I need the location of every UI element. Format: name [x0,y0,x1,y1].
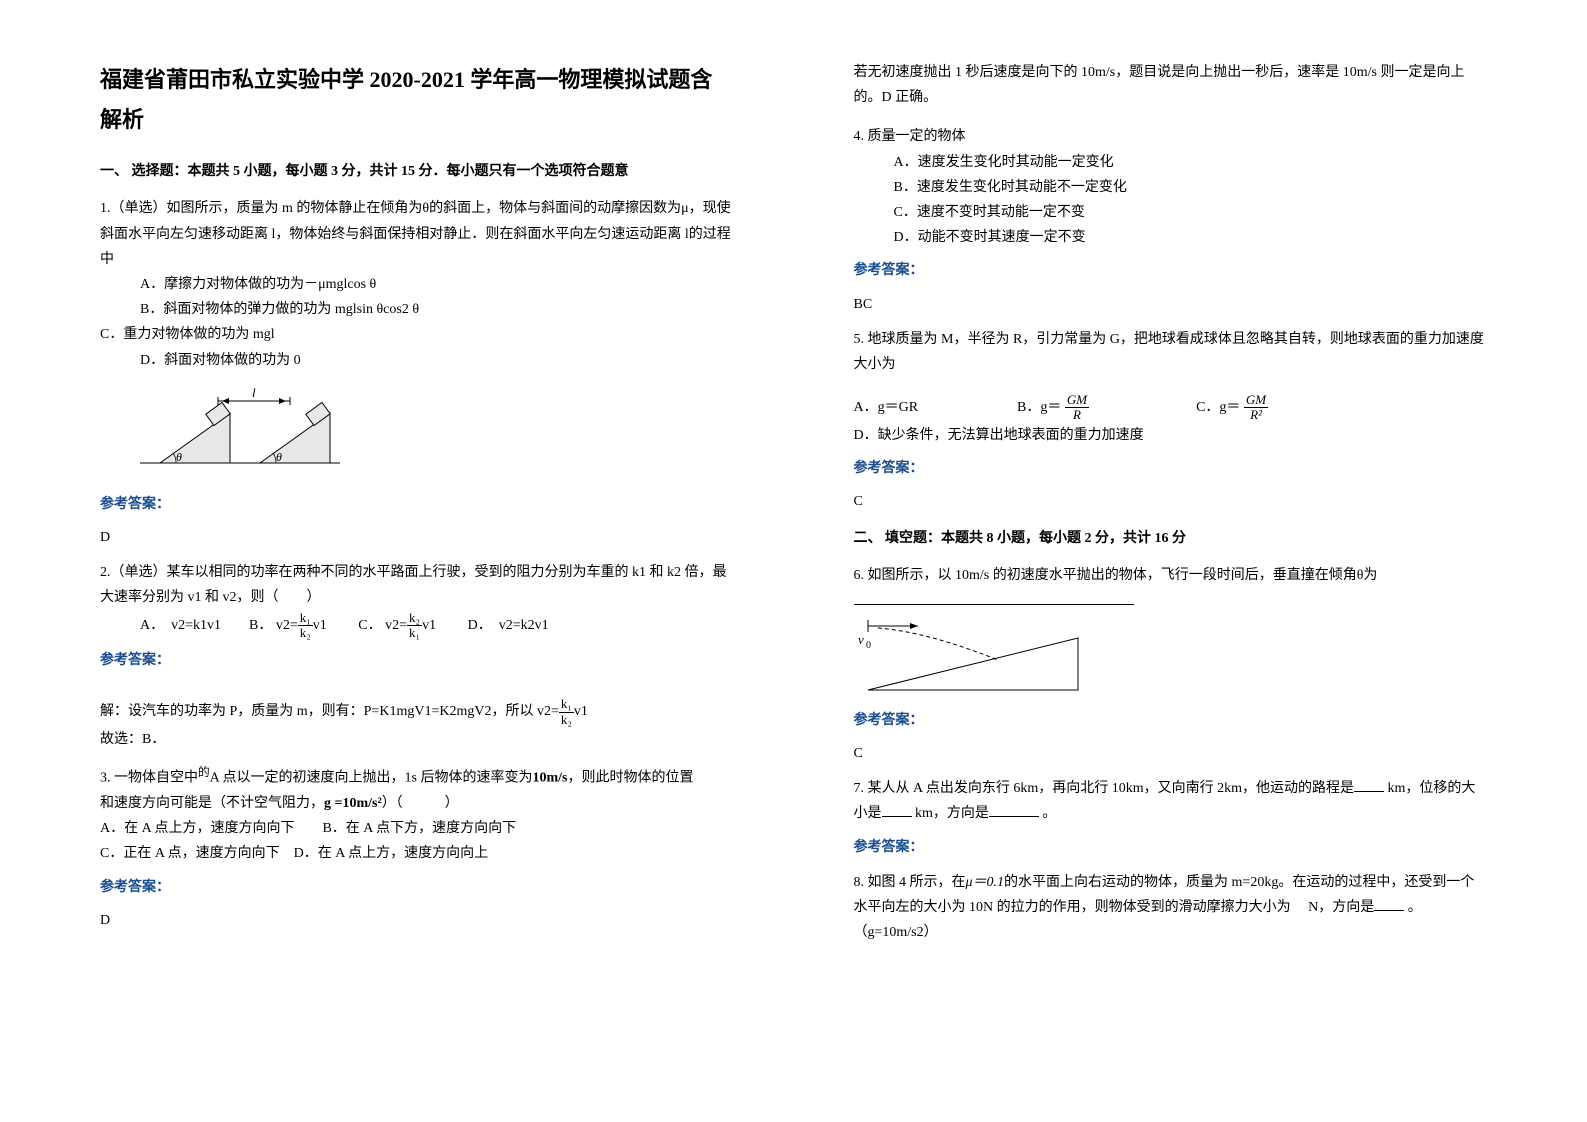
q1-optD: D．斜面对物体做的功为 0 [140,348,734,373]
section1-title: 一、 选择题：本题共 5 小题，每小题 3 分，共计 15 分．每小题只有一个选… [100,159,734,184]
q4-answer: BC [854,292,1488,317]
q3-stem-line1: 3. 一物体自空中的A 点以一定的初速度向上抛出，1s 后物体的速率变为10m/… [100,762,734,791]
q4-D: D．动能不变时其速度一定不变 [894,225,1488,250]
projectile-diagram: v 0 [858,620,1098,700]
svg-text:θ: θ [276,450,282,464]
q2-stem: 2.（单选）某车以相同的功率在两种不同的水平路面上行驶，受到的阻力分别为车重的 … [100,560,734,610]
q1-optC: C．重力对物体做的功为 mgl [100,322,734,347]
svg-text:θ: θ [176,450,182,464]
q6-answer-label: 参考答案： [854,708,1488,733]
svg-text:0: 0 [866,640,871,651]
q5-stem: 5. 地球质量为 M，半径为 R，引力常量为 G，把地球看成球体且忽略其自转，则… [854,327,1488,377]
q4-C: C．速度不变时其动能一定不变 [894,200,1488,225]
question-2: 2.（单选）某车以相同的功率在两种不同的水平路面上行驶，受到的阻力分别为车重的 … [100,560,734,752]
question-8: 8. 如图 4 所示，在μ＝0.1的水平面上向右运动的物体，质量为 m=20kg… [854,870,1488,946]
q4-stem: 4. 质量一定的物体 [854,124,1488,149]
q2-options: A． v2=k1v1 B． v2=k₁k₂v1 C． v2=k₂k₁v1 D． … [140,611,734,641]
blank [882,803,912,817]
q3-AB: A．在 A 点上方，速度方向向下 B．在 A 点下方，速度方向向下 [100,816,734,841]
q2-A-prefix: A． v2=k1v1 B． [140,618,272,633]
q8-stem: 8. 如图 4 所示，在μ＝0.1的水平面上向右运动的物体，质量为 m=20kg… [854,870,1488,946]
section2-title: 二、 填空题：本题共 8 小题，每小题 2 分，共计 16 分 [854,526,1488,551]
right-column: 若无初速度抛出 1 秒后速度是向下的 10m/s，题目说是向上抛出一秒后，速率是… [794,0,1587,1122]
q5-D: D．缺少条件，无法算出地球表面的重力加速度 [854,423,1488,448]
q1-answer-label: 参考答案： [100,492,734,517]
q3-stem-line2: 和速度方向可能是（不计空气阻力，g =10m/s²）（ ） [100,791,734,816]
q1-answer: D [100,525,734,550]
blank [989,803,1039,817]
q2-answer-label: 参考答案： [100,648,734,673]
right-top-text: 若无初速度抛出 1 秒后速度是向下的 10m/s，题目说是向上抛出一秒后，速率是… [854,60,1488,110]
q5-ABC: A．g＝GR B．g＝ GMR C．g＝ GMR² [854,393,1488,423]
q1-optB: B．斜面对物体的弹力做的功为 mglsin θcos2 θ [140,297,734,322]
question-4: 4. 质量一定的物体 A．速度发生变化时其动能一定变化 B．速度发生变化时其动能… [854,124,1488,316]
q7-stem: 7. 某人从 A 点出发向东行 6km，再向北行 10km，又向南行 2km，他… [854,776,1488,826]
q3-answer-label: 参考答案： [100,875,734,900]
blank [1354,778,1384,792]
q4-B: B．速度发生变化时其动能不一定变化 [894,175,1488,200]
q5-answer: C [854,489,1488,514]
q1-stem: 1.（单选）如图所示，质量为 m 的物体静止在倾角为θ的斜面上，物体与斜面间的动… [100,196,734,272]
q2-conclusion: 故选：B． [100,727,734,752]
q6-answer: C [854,741,1488,766]
q4-answer-label: 参考答案： [854,258,1488,283]
question-7: 7. 某人从 A 点出发向东行 6km，再向北行 10km，又向南行 2km，他… [854,776,1488,860]
q5-answer-label: 参考答案： [854,456,1488,481]
q2-explain: 解：设汽车的功率为 P，质量为 m，则有：P=K1mgV1=K2mgV2，所以 … [100,697,734,727]
question-1: 1.（单选）如图所示，质量为 m 的物体静止在倾角为θ的斜面上，物体与斜面间的动… [100,196,734,550]
q3-CD: C．正在 A 点，速度方向向下 D．在 A 点上方，速度方向向上 [100,841,734,866]
q2-C-text: v2= [385,618,407,633]
q7-answer-label: 参考答案： [854,835,1488,860]
q2-C-prefix: C． [330,618,381,633]
incline-diagram: l θ θ [130,383,734,482]
question-6: 6. 如图所示，以 10m/s 的初速度水平抛出的物体，飞行一段时间后，垂直撞在… [854,563,1488,766]
question-3: 3. 一物体自空中的A 点以一定的初速度向上抛出，1s 后物体的速率变为10m/… [100,762,734,933]
blank-line [854,591,1134,605]
svg-text:l: l [252,385,256,400]
q2-D: D． v2=k2v1 [440,618,549,633]
page-title: 福建省莆田市私立实验中学 2020-2021 学年高一物理模拟试题含解析 [100,60,734,139]
blank [1374,897,1404,911]
left-column: 福建省莆田市私立实验中学 2020-2021 学年高一物理模拟试题含解析 一、 … [0,0,794,1122]
question-5: 5. 地球质量为 M，半径为 R，引力常量为 G，把地球看成球体且忽略其自转，则… [854,327,1488,515]
q6-stem: 6. 如图所示，以 10m/s 的初速度水平抛出的物体，飞行一段时间后，垂直撞在… [854,563,1488,613]
q2-B-text: v2= [276,618,298,633]
q1-optA: A．摩擦力对物体做的功为－μmglcos θ [140,272,734,297]
svg-text:v: v [858,632,864,647]
q3-answer: D [100,908,734,933]
q4-A: A．速度发生变化时其动能一定变化 [894,150,1488,175]
